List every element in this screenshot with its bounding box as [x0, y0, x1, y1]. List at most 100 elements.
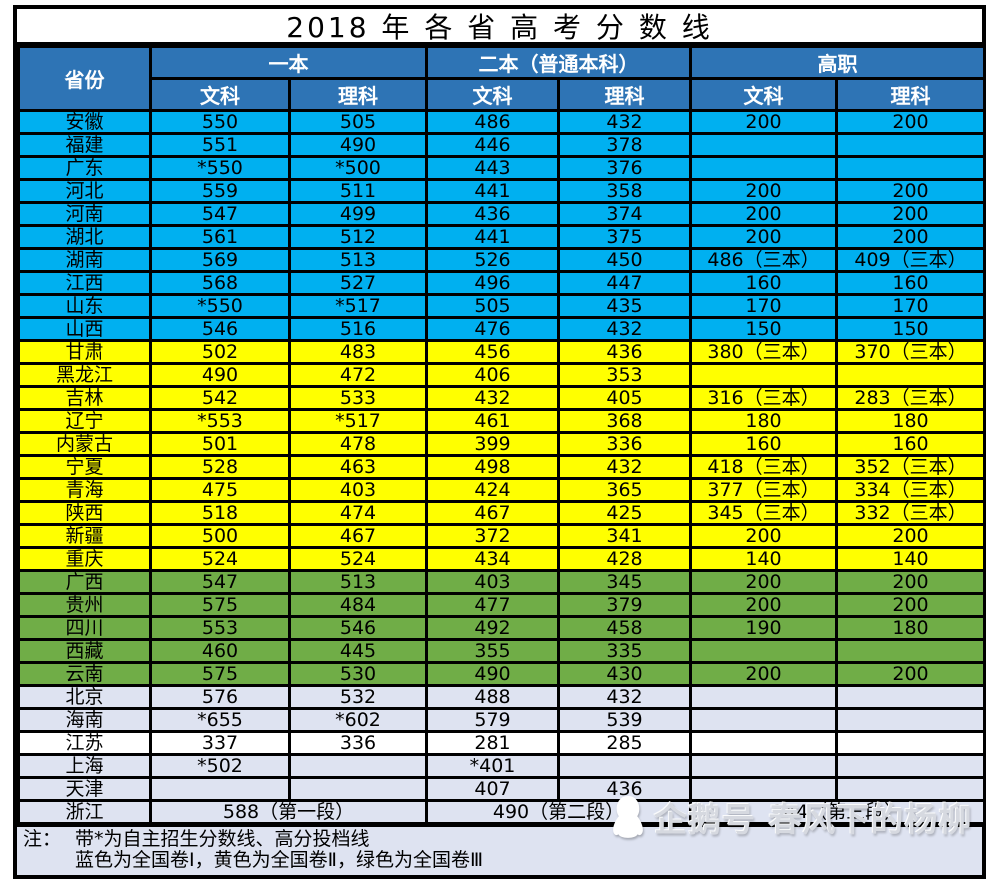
table-row: 江苏 337 336 281 285 — [17, 730, 986, 756]
score-cell: 180 — [835, 408, 986, 434]
table-row: 福建 551 490 446 378 — [17, 132, 986, 158]
score-cell: 436 — [425, 201, 560, 227]
score-cell: 336 — [557, 431, 692, 457]
province-cell: 重庆 — [17, 546, 152, 572]
table-row: 海南 *655 *602 579 539 — [17, 707, 986, 733]
province-cell: 宁夏 — [17, 454, 152, 480]
col-header-tier2-science: 理科 — [557, 77, 692, 112]
score-cell — [689, 155, 838, 181]
score-cell: 376 — [557, 155, 692, 181]
score-cell — [835, 362, 986, 388]
score-cell: 456 — [425, 339, 560, 365]
footnote-line1: 带*为自主招生分数线、高分投档线 — [75, 828, 370, 850]
score-cell — [689, 638, 838, 664]
score-cell — [689, 132, 838, 158]
score-cell — [557, 753, 692, 779]
score-cell: 486（三本） — [689, 247, 838, 273]
score-cell: 527 — [288, 270, 428, 296]
score-cell: 353 — [557, 362, 692, 388]
score-cell — [835, 753, 986, 779]
score-cell: 512 — [288, 224, 428, 250]
score-cell: 200 — [835, 569, 986, 595]
table-row: 宁夏 528 463 498 432 418（三本） 352（三本） — [17, 454, 986, 480]
score-cell — [835, 155, 986, 181]
province-cell: 山西 — [17, 316, 152, 342]
score-cell: 436 — [557, 776, 692, 802]
province-cell: 广西 — [17, 569, 152, 595]
score-cell: 432 — [557, 454, 692, 480]
score-cell: 483 — [288, 339, 428, 365]
table-row: 四川 553 546 492 458 190 180 — [17, 615, 986, 641]
table-row: 西藏 460 445 355 335 — [17, 638, 986, 664]
score-cell: 370（三本） — [835, 339, 986, 365]
table-row: 新疆 500 467 372 341 200 200 — [17, 523, 986, 549]
score-cell: 443 — [425, 155, 560, 181]
score-cell: 550 — [149, 109, 291, 135]
score-cell: 140 — [835, 546, 986, 572]
province-cell: 浙江 — [17, 799, 152, 825]
score-cell: 345 — [557, 569, 692, 595]
score-cell: 533 — [288, 385, 428, 411]
table-row: 辽宁 *553 *517 461 368 180 180 — [17, 408, 986, 434]
score-cell: 559 — [149, 178, 291, 204]
table-row: 广东 *550 *500 443 376 — [17, 155, 986, 181]
score-cell: 524 — [288, 546, 428, 572]
score-cell: 441 — [425, 178, 560, 204]
table-row: 青海 475 403 424 365 377（三本） 334（三本） — [17, 477, 986, 503]
table-row: 江西 568 527 496 447 160 160 — [17, 270, 986, 296]
score-cell: 345（三本） — [689, 500, 838, 526]
table-row: 云南 575 530 490 430 200 200 — [17, 661, 986, 687]
table-row: 安徽 550 505 486 432 200 200 — [17, 109, 986, 135]
score-cell — [288, 776, 428, 802]
score-cell: 407 — [425, 776, 560, 802]
score-cell: 518 — [149, 500, 291, 526]
score-cell: 150 — [835, 316, 986, 342]
score-cell: 532 — [288, 684, 428, 710]
score-cell: 432 — [557, 316, 692, 342]
score-cell: 374 — [557, 201, 692, 227]
score-cell — [689, 730, 838, 756]
score-cell: *602 — [288, 707, 428, 733]
score-cell: 505 — [288, 109, 428, 135]
province-cell: 福建 — [17, 132, 152, 158]
score-cell: 461 — [425, 408, 560, 434]
province-cell: 河南 — [17, 201, 152, 227]
score-cell: 499 — [288, 201, 428, 227]
score-cell: 579 — [425, 707, 560, 733]
province-cell: 辽宁 — [17, 408, 152, 434]
score-cell: 406 — [425, 362, 560, 388]
table-row: 重庆 524 524 434 428 140 140 — [17, 546, 986, 572]
score-cell: 530 — [288, 661, 428, 687]
score-cell: 200 — [689, 178, 838, 204]
score-cell: *553 — [149, 408, 291, 434]
score-cell: 488 — [425, 684, 560, 710]
score-cell: 447 — [557, 270, 692, 296]
score-cell: 190 — [689, 615, 838, 641]
score-cell: 441 — [425, 224, 560, 250]
score-cell: 568 — [149, 270, 291, 296]
score-cell: 341 — [557, 523, 692, 549]
score-cell: 575 — [149, 661, 291, 687]
score-cell: *517 — [288, 408, 428, 434]
page-title: 2018 年 各 省 高 考 分 数 线 — [17, 9, 982, 45]
score-cell: 569 — [149, 247, 291, 273]
score-cell: 513 — [288, 247, 428, 273]
score-cell: 200 — [689, 661, 838, 687]
province-cell: 青海 — [17, 477, 152, 503]
score-cell: 379 — [557, 592, 692, 618]
score-cell: 180 — [689, 408, 838, 434]
score-cell: 337 — [149, 730, 291, 756]
score-cell: 378 — [557, 132, 692, 158]
score-cell: 477 — [425, 592, 560, 618]
score-cell: 424 — [425, 477, 560, 503]
score-cell: *517 — [288, 293, 428, 319]
score-cell: 160 — [835, 431, 986, 457]
score-cell — [149, 776, 291, 802]
score-cell: 418（三本） — [689, 454, 838, 480]
score-cell: 375 — [557, 224, 692, 250]
province-cell: 新疆 — [17, 523, 152, 549]
table-row: 山东 *550 *517 505 435 170 170 — [17, 293, 986, 319]
score-cell: 200 — [835, 661, 986, 687]
score-cell: 432 — [557, 109, 692, 135]
footnote: 注： 带*为自主招生分数线、高分投档线 蓝色为全国卷Ⅰ，黄色为全国卷Ⅱ，绿色为全… — [17, 825, 982, 875]
